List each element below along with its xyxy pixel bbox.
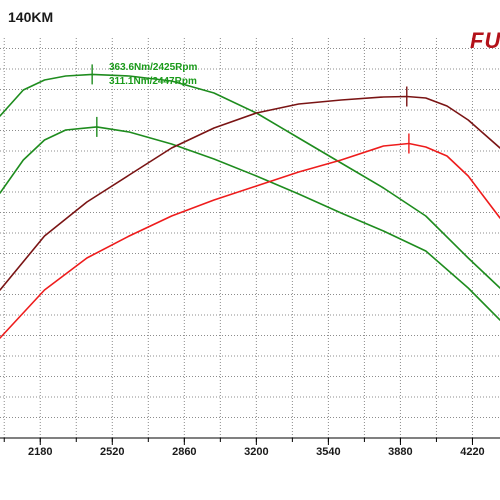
x-tick-label: 2520 — [100, 446, 124, 458]
chart-title: 140KM — [8, 9, 54, 25]
annotation-peak-torque-tuned: 363.6Nm/2425Rpm — [109, 62, 198, 73]
series-line-torque_stock — [0, 126, 500, 321]
annotation-peak-torque-stock: 311.1Nm/2447Rpm — [109, 76, 197, 87]
x-tick-label: 2860 — [172, 446, 196, 458]
x-tick-label: 3200 — [244, 446, 268, 458]
x-tick-label: 4220 — [460, 446, 484, 458]
x-tick-label: 3540 — [316, 446, 340, 458]
x-tick-label: 2180 — [28, 446, 52, 458]
series-line-power_stock — [0, 142, 500, 339]
x-tick-label: 3880 — [388, 446, 412, 458]
axes — [0, 437, 500, 445]
series-line-torque_tuned — [0, 73, 500, 289]
x-tick-labels: 2180 2520 2860 3200 3540 3880 4220 — [28, 446, 485, 458]
brand-logo: FU — [470, 28, 500, 53]
series-group — [0, 73, 500, 339]
series-line-power_tuned — [0, 95, 500, 291]
peak-markers — [91, 64, 410, 154]
